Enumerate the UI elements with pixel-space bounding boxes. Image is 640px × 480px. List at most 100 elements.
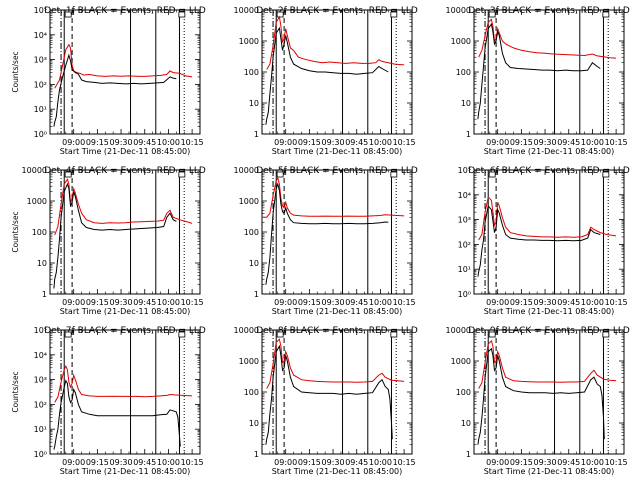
y-tick-label: 10⁵ bbox=[34, 326, 47, 335]
y-tick-label: 1 bbox=[254, 450, 259, 459]
det-panel-4: Det. 4f BLACK = Events, RED = LLD 1 10 100 1… bbox=[11, 166, 206, 316]
x-tick-label: 10:15 bbox=[393, 298, 416, 307]
y-tick-label: 100 bbox=[244, 388, 259, 397]
panel-title: Det. 1f BLACK = Events, RED = LLD bbox=[44, 6, 206, 16]
x-tick-label: 10:15 bbox=[393, 458, 416, 467]
y-tick-label: 1000 bbox=[239, 197, 259, 206]
y-tick-label: 10⁴ bbox=[458, 191, 471, 200]
x-tick-label: 09:00 bbox=[486, 138, 509, 147]
events-series-line bbox=[53, 379, 181, 450]
y-tick-label: 10⁰ bbox=[458, 290, 471, 299]
x-tick-label: 09:30 bbox=[322, 138, 345, 147]
x-tick-label: 09:30 bbox=[110, 458, 133, 467]
lld-series-line bbox=[478, 196, 617, 241]
x-tick-label: 09:15 bbox=[510, 138, 533, 147]
y-tick-label: 10 bbox=[249, 419, 259, 428]
y-tick-label: 10000 bbox=[446, 326, 471, 335]
y-tick-label: 100 bbox=[32, 228, 47, 237]
y-tick-label: 1000 bbox=[451, 357, 471, 366]
x-tick-label: 09:30 bbox=[110, 138, 133, 147]
y-axis-label: Counts/sec bbox=[11, 51, 20, 92]
x-tick-label: 09:15 bbox=[86, 298, 109, 307]
x-axis-label: Start Time (21-Dec-11 08:45:00) bbox=[484, 467, 615, 476]
interval-marker-box bbox=[64, 331, 72, 338]
lld-series-line bbox=[478, 18, 617, 59]
x-tick-label: 09:45 bbox=[133, 458, 156, 467]
lld-series-line bbox=[478, 339, 617, 389]
y-tick-label: 1 bbox=[466, 450, 471, 459]
events-series-line bbox=[477, 347, 605, 445]
x-tick-label: 09:45 bbox=[133, 138, 156, 147]
interval-marker-box bbox=[276, 11, 284, 18]
lld-series-line bbox=[54, 364, 193, 403]
y-tick-label: 10000 bbox=[234, 6, 259, 15]
x-tick-label: 09:45 bbox=[557, 298, 580, 307]
events-series-line bbox=[265, 344, 393, 445]
y-tick-label: 1000 bbox=[239, 357, 259, 366]
panel-title: Det. 6f BLACK = Events, RED = LLD bbox=[468, 166, 630, 176]
x-tick-label: 09:30 bbox=[110, 298, 133, 307]
y-tick-label: 10⁵ bbox=[458, 166, 471, 175]
lld-series-line bbox=[262, 176, 405, 218]
x-tick-label: 09:30 bbox=[534, 298, 557, 307]
events-series-line bbox=[265, 182, 389, 285]
x-tick-label: 09:45 bbox=[345, 138, 368, 147]
det-panel-8: Det. 8f BLACK = Events, RED = LLD 1 10 100 1… bbox=[234, 326, 418, 476]
x-tick-label: 09:15 bbox=[298, 138, 321, 147]
x-tick-label: 09:00 bbox=[62, 298, 85, 307]
x-tick-label: 10:00 bbox=[369, 458, 392, 467]
x-tick-label: 10:15 bbox=[181, 138, 204, 147]
x-tick-label: 09:45 bbox=[345, 458, 368, 467]
interval-marker-box bbox=[602, 331, 610, 338]
lld-series-line bbox=[54, 43, 193, 89]
y-tick-label: 10000 bbox=[446, 6, 471, 15]
panel-title: Det. 2f BLACK = Events, RED = LLD bbox=[256, 6, 418, 16]
y-tick-label: 10⁵ bbox=[34, 6, 47, 15]
y-tick-label: 1 bbox=[254, 290, 259, 299]
y-tick-label: 10⁴ bbox=[34, 351, 47, 360]
plot-frame bbox=[49, 329, 201, 455]
y-tick-label: 10⁰ bbox=[34, 130, 47, 139]
interval-marker-box bbox=[276, 171, 284, 178]
y-tick-label: 10 bbox=[461, 99, 471, 108]
x-tick-label: 09:30 bbox=[322, 298, 345, 307]
y-tick-label: 10 bbox=[461, 419, 471, 428]
x-tick-label: 09:15 bbox=[86, 458, 109, 467]
plot-frame bbox=[49, 9, 201, 135]
interval-marker-box bbox=[488, 11, 496, 18]
lld-series-line bbox=[54, 178, 193, 236]
x-tick-label: 10:00 bbox=[157, 138, 180, 147]
x-tick-label: 09:30 bbox=[534, 138, 557, 147]
events-series-line bbox=[477, 22, 601, 120]
interval-marker-box bbox=[64, 171, 72, 178]
x-tick-label: 10:00 bbox=[369, 138, 392, 147]
panel-title: Det. 7f BLACK = Events, RED = LLD bbox=[44, 326, 206, 336]
panel-title: Det. 5f BLACK = Events, RED = LLD bbox=[256, 166, 418, 176]
x-axis-label: Start Time (21-Dec-11 08:45:00) bbox=[484, 147, 615, 156]
panel-title: Det. 8f BLACK = Events, RED = LLD bbox=[256, 326, 418, 336]
x-tick-label: 09:45 bbox=[345, 298, 368, 307]
x-axis-label: Start Time (21-Dec-11 08:45:00) bbox=[272, 467, 403, 476]
det-panel-1: Det. 1f BLACK = Events, RED = LLD 10⁰ 10¹ 1… bbox=[11, 6, 206, 156]
det-panel-6: Det. 6f BLACK = Events, RED = LLD 10⁰ 10¹ 1… bbox=[458, 166, 630, 316]
x-tick-label: 09:30 bbox=[534, 458, 557, 467]
det-panel-9: Det. 9f BLACK = Events, RED = LLD 1 10 100 1… bbox=[446, 326, 630, 476]
interval-marker-box bbox=[488, 331, 496, 338]
lld-series-line bbox=[266, 338, 405, 389]
y-tick-label: 1000 bbox=[27, 197, 47, 206]
y-tick-label: 1000 bbox=[239, 37, 259, 46]
x-axis-label: Start Time (21-Dec-11 08:45:00) bbox=[272, 147, 403, 156]
x-axis-label: Start Time (21-Dec-11 08:45:00) bbox=[272, 307, 403, 316]
x-tick-label: 09:30 bbox=[322, 458, 345, 467]
y-tick-label: 100 bbox=[244, 228, 259, 237]
y-tick-label: 10¹ bbox=[34, 105, 47, 114]
interval-marker-box bbox=[602, 171, 610, 178]
y-tick-label: 10³ bbox=[34, 56, 47, 65]
interval-marker-box bbox=[602, 11, 610, 18]
y-tick-label: 1 bbox=[466, 130, 471, 139]
panel-title: Det. 4f BLACK = Events, RED = LLD bbox=[44, 166, 206, 176]
interval-marker-box bbox=[178, 171, 186, 178]
y-tick-label: 10² bbox=[34, 80, 47, 89]
x-tick-label: 09:00 bbox=[486, 458, 509, 467]
x-tick-label: 09:00 bbox=[486, 298, 509, 307]
